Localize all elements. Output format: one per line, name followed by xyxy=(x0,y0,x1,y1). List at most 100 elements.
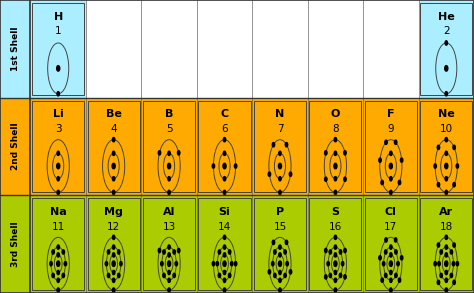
Circle shape xyxy=(390,151,392,156)
Circle shape xyxy=(437,145,440,149)
Circle shape xyxy=(398,180,401,185)
Text: 2: 2 xyxy=(443,26,450,36)
Bar xyxy=(363,0,419,98)
Circle shape xyxy=(279,151,281,156)
Circle shape xyxy=(105,262,108,266)
Circle shape xyxy=(339,273,342,277)
Text: 6: 6 xyxy=(221,124,228,134)
Circle shape xyxy=(325,151,327,155)
Text: 1: 1 xyxy=(55,26,62,36)
Circle shape xyxy=(334,151,337,156)
Text: C: C xyxy=(220,109,228,119)
Circle shape xyxy=(223,245,226,249)
Circle shape xyxy=(434,262,437,266)
Text: S: S xyxy=(331,207,339,217)
Circle shape xyxy=(437,243,440,247)
Circle shape xyxy=(390,190,392,195)
Circle shape xyxy=(334,235,337,239)
Circle shape xyxy=(384,273,387,277)
Circle shape xyxy=(390,253,392,257)
Circle shape xyxy=(57,92,59,96)
Circle shape xyxy=(223,177,226,181)
Text: H: H xyxy=(54,12,63,22)
Circle shape xyxy=(334,278,337,282)
Circle shape xyxy=(289,172,292,176)
Circle shape xyxy=(384,250,387,254)
Text: Al: Al xyxy=(163,207,175,217)
Circle shape xyxy=(445,137,447,142)
Circle shape xyxy=(440,250,442,254)
Circle shape xyxy=(57,253,59,257)
Text: F: F xyxy=(387,109,394,119)
Circle shape xyxy=(445,278,447,282)
Circle shape xyxy=(445,270,447,275)
Circle shape xyxy=(452,262,455,266)
Circle shape xyxy=(379,256,381,260)
Circle shape xyxy=(272,240,274,245)
Circle shape xyxy=(273,273,276,277)
Circle shape xyxy=(118,250,120,254)
Circle shape xyxy=(168,278,170,282)
Circle shape xyxy=(397,262,399,266)
Text: O: O xyxy=(331,109,340,119)
Circle shape xyxy=(445,245,447,249)
Circle shape xyxy=(50,262,52,266)
Circle shape xyxy=(223,137,226,142)
Circle shape xyxy=(218,273,221,277)
Circle shape xyxy=(445,235,447,239)
Circle shape xyxy=(329,250,331,254)
Circle shape xyxy=(445,261,448,266)
Circle shape xyxy=(284,273,286,277)
Circle shape xyxy=(52,273,55,277)
Text: 12: 12 xyxy=(107,222,120,231)
Circle shape xyxy=(327,262,329,266)
FancyBboxPatch shape xyxy=(143,100,195,193)
Circle shape xyxy=(57,270,59,275)
FancyBboxPatch shape xyxy=(365,100,417,193)
FancyBboxPatch shape xyxy=(420,3,472,95)
Circle shape xyxy=(450,250,453,254)
FancyBboxPatch shape xyxy=(199,100,251,193)
Circle shape xyxy=(445,151,447,156)
Text: Be: Be xyxy=(106,109,122,119)
Circle shape xyxy=(279,253,281,257)
Circle shape xyxy=(445,288,447,292)
Circle shape xyxy=(279,288,281,292)
Circle shape xyxy=(112,190,115,195)
Circle shape xyxy=(284,250,286,254)
FancyBboxPatch shape xyxy=(143,198,195,290)
Circle shape xyxy=(437,280,440,285)
Circle shape xyxy=(168,190,170,195)
Circle shape xyxy=(440,273,442,277)
Circle shape xyxy=(64,262,67,266)
Circle shape xyxy=(168,253,170,257)
Text: 1st Shell: 1st Shell xyxy=(11,27,20,71)
Circle shape xyxy=(112,270,115,275)
Circle shape xyxy=(107,273,110,277)
Circle shape xyxy=(278,261,282,266)
Text: 18: 18 xyxy=(440,222,453,231)
Circle shape xyxy=(223,270,226,275)
Circle shape xyxy=(273,250,276,254)
Circle shape xyxy=(325,177,327,181)
Circle shape xyxy=(216,262,219,266)
Circle shape xyxy=(344,177,346,181)
Text: B: B xyxy=(165,109,173,119)
Circle shape xyxy=(223,278,226,282)
Circle shape xyxy=(394,238,397,242)
Text: 8: 8 xyxy=(332,124,339,134)
Circle shape xyxy=(390,177,392,181)
Circle shape xyxy=(57,190,59,195)
Circle shape xyxy=(453,280,456,285)
Circle shape xyxy=(344,151,346,155)
Circle shape xyxy=(158,248,161,253)
Circle shape xyxy=(175,262,178,266)
Circle shape xyxy=(285,240,288,245)
FancyBboxPatch shape xyxy=(32,198,84,290)
Circle shape xyxy=(456,262,458,266)
Circle shape xyxy=(168,245,170,249)
Circle shape xyxy=(453,243,456,247)
FancyBboxPatch shape xyxy=(32,100,84,193)
Circle shape xyxy=(62,250,64,254)
Circle shape xyxy=(286,262,288,266)
